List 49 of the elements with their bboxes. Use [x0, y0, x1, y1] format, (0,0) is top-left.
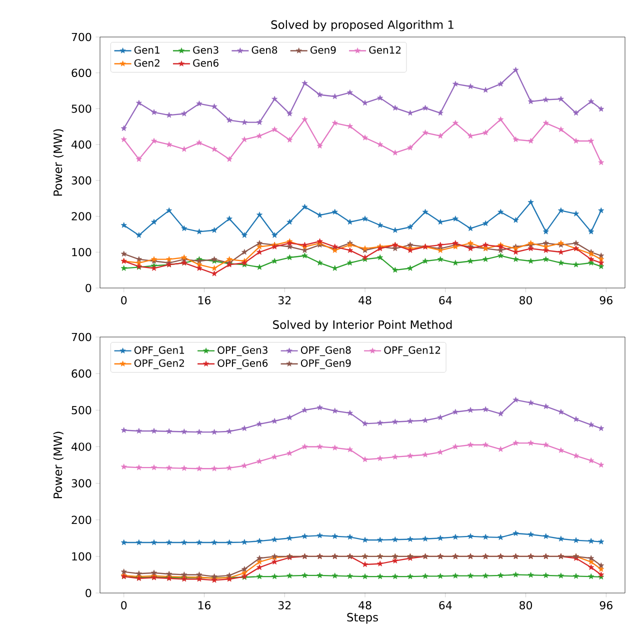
y-tick-label: 600 [72, 68, 92, 77]
x-tick-label: 96 [600, 296, 612, 304]
legend-label: OPF_Gen12 [384, 346, 440, 356]
y-axis-title: Power (MW) [53, 432, 64, 498]
y-tick-label: 500 [72, 104, 92, 113]
legend-label: Gen12 [369, 46, 400, 54]
chart-title: Solved by Interior Point Method [273, 320, 452, 332]
x-tick-label: 32 [278, 601, 291, 610]
x-tick-label: 16 [198, 296, 211, 304]
y-tick-label: 500 [72, 406, 92, 414]
y-tick-label: 100 [72, 248, 92, 256]
y-tick-label: 300 [72, 479, 92, 488]
y-tick-label: 700 [72, 332, 92, 342]
legend-label: Gen9 [310, 46, 336, 54]
x-tick-label: 48 [358, 296, 372, 304]
legend-label: OPF_Gen6 [218, 359, 268, 370]
chart-title: Solved by proposed Algorithm 1 [271, 20, 454, 32]
y-tick-label: 0 [86, 284, 92, 292]
x-tick-label: 16 [198, 601, 211, 610]
legend-label: Gen6 [193, 59, 218, 67]
legend-label: Gen3 [193, 46, 218, 54]
y-tick-label: 400 [72, 140, 92, 149]
y-tick-label: 200 [72, 212, 92, 220]
x-tick-label: 64 [439, 296, 452, 304]
x-tick-label: 0 [121, 296, 127, 304]
legend-label: OPF_Gen8 [300, 346, 351, 356]
x-tick-label: 96 [600, 601, 612, 610]
x-tick-label: 80 [520, 601, 532, 610]
y-tick-label: 100 [72, 552, 92, 561]
y-tick-label: 700 [72, 32, 92, 42]
x-tick-label: 80 [520, 296, 532, 304]
x-tick-label: 0 [121, 601, 127, 610]
legend-label: Gen2 [134, 59, 160, 67]
legend-label: Gen8 [252, 46, 278, 54]
y-tick-label: 400 [72, 442, 92, 451]
x-tick-label: 64 [439, 601, 452, 610]
y-tick-label: 600 [72, 369, 92, 378]
y-tick-label: 300 [72, 176, 92, 185]
y-axis-title: Power (MW) [53, 129, 64, 196]
legend-label: Gen1 [134, 46, 160, 54]
y-tick-label: 200 [72, 516, 92, 524]
y-tick-label: 0 [86, 588, 92, 598]
x-tick-label: 32 [278, 296, 291, 304]
x-tick-label: 48 [358, 601, 372, 610]
legend-label: OPF_Gen3 [218, 346, 268, 356]
legend-label: OPF_Gen9 [300, 359, 351, 370]
legend-label: OPF_Gen2 [134, 359, 184, 370]
x-axis-title: Steps [347, 612, 378, 624]
legend-label: OPF_Gen1 [134, 346, 184, 356]
